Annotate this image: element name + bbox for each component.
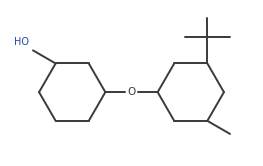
Text: O: O [127,87,136,97]
Text: HO: HO [14,37,29,47]
